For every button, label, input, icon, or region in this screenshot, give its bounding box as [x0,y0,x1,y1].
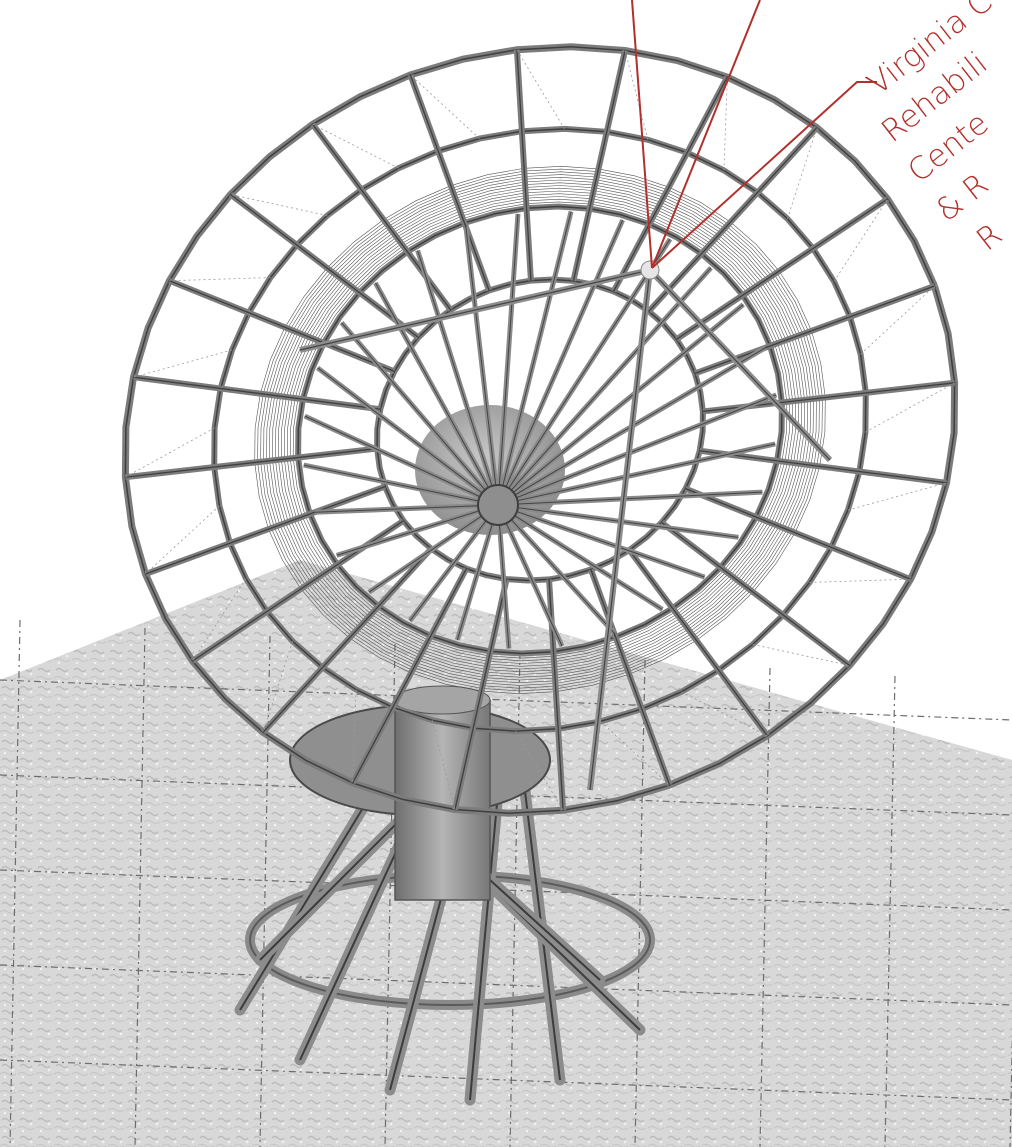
dish-rib-edge [699,450,947,484]
dish-rib-edge [133,376,381,410]
dish-rib-edge [694,285,935,375]
dish-spoke-edge [303,464,499,506]
ground-plane [0,560,1012,1147]
dish-spoke-edge [304,415,499,506]
annotation-callout [631,0,877,269]
dish-brace [847,482,947,511]
dish-brace [230,194,328,216]
dish-brace [169,277,271,282]
ground-grid-line [134,627,146,1147]
dish-rib-edge [516,49,532,281]
dish-brace [624,50,649,140]
dish-spoke-edge [497,394,777,506]
dish-frame [121,43,959,817]
dish-spoke-edge [497,504,615,634]
dish-spoke-edge [375,282,499,506]
dish-brace [192,578,247,662]
dish-rib-edge [676,198,888,340]
ground-grid-line [259,635,271,1147]
dish-brace [752,644,850,666]
dish-brace [787,127,818,219]
dish-brace [723,77,728,171]
dish-spoke-edge [497,211,572,506]
dish-rib-edge [145,485,386,575]
feed-support-edge [589,269,651,791]
dish-spoke-edge [497,443,776,506]
dish-spoke-edge [497,213,519,506]
dish-rib-edge [613,76,728,292]
dish-spoke-edge [314,504,499,513]
dish-brace [865,382,955,433]
base-leg-edge [469,769,501,1101]
dish-spoke-edge [497,304,744,506]
dish-brace [833,198,888,282]
dish-spoke-edge [497,219,624,506]
dish-spoke-edge [497,504,663,610]
ground-grid [0,619,1012,1147]
base-leg-edge [259,799,421,961]
dish-brace [145,505,220,575]
dish-brace [312,123,399,169]
dish-spoke-edge [497,238,671,506]
dish-brace [262,641,293,733]
dish-spoke-edge [336,504,499,556]
feed-support-edge [649,269,831,461]
dish-spoke-edge [497,504,705,578]
dish-spoke-edge [497,504,510,649]
callout-line-left [631,0,653,269]
dish-brace [600,721,670,786]
dish-rib-edge [352,568,467,784]
dish-brace [681,691,768,737]
dish-rib-edge [409,74,490,291]
dish-brace [431,720,456,810]
ground-grid-line [759,667,771,1147]
dish-spokes [299,210,833,791]
dish-spoke-edge [341,322,499,506]
ground-grid-line [634,659,646,1147]
dish-spoke-edge [497,267,712,506]
dish-spoke-edge [409,504,499,622]
dish-spoke-edge [497,491,763,506]
feed-support-edge [299,269,651,351]
callout-line-middle [651,0,761,269]
dish-brace [809,578,911,583]
dish-rib-edge [661,522,850,667]
ground-grid-line [384,643,396,1147]
ground-grid-line [509,651,521,1147]
ground-grid-line [884,675,896,1147]
dish-hub [477,484,519,526]
telescope-base [234,685,655,1106]
dish-brace [352,689,357,783]
dish-rib-edge [685,488,911,580]
dish-spoke-edge [465,227,499,506]
dish-brace [410,74,480,139]
dish-rib-edge [262,548,432,733]
dish-spoke-edge [317,367,499,506]
dish-spoke-edge [417,250,499,506]
dish-brace [516,49,565,130]
dish-rib-edge [230,193,419,338]
callout-line-right [651,81,877,269]
dish-rib-edge [125,447,378,478]
dish-rib-edge [590,569,671,786]
dish-reflector [121,43,959,817]
dish-rib-edge [454,578,508,810]
dish-brace [133,349,233,378]
dish-spoke-edge [456,504,499,641]
dish-rib-edge [572,50,626,282]
dish-rib-edge [628,549,768,737]
dish-spoke-edge [497,504,563,647]
dish-rib-edge [648,127,818,312]
annotation-label: Virginia C Rehabili Cente & R R [861,0,1009,259]
dish-rib-edge [169,280,395,372]
annotation-line-5: R [970,217,1009,259]
base-leg-edge [519,749,561,1081]
dish-spoke-edge [368,504,499,593]
dish-brace [515,730,564,811]
base-leg-edge [239,779,381,1011]
dish-brace [860,285,935,355]
ground-grid-line [9,619,21,1147]
dish-brace [125,427,215,478]
